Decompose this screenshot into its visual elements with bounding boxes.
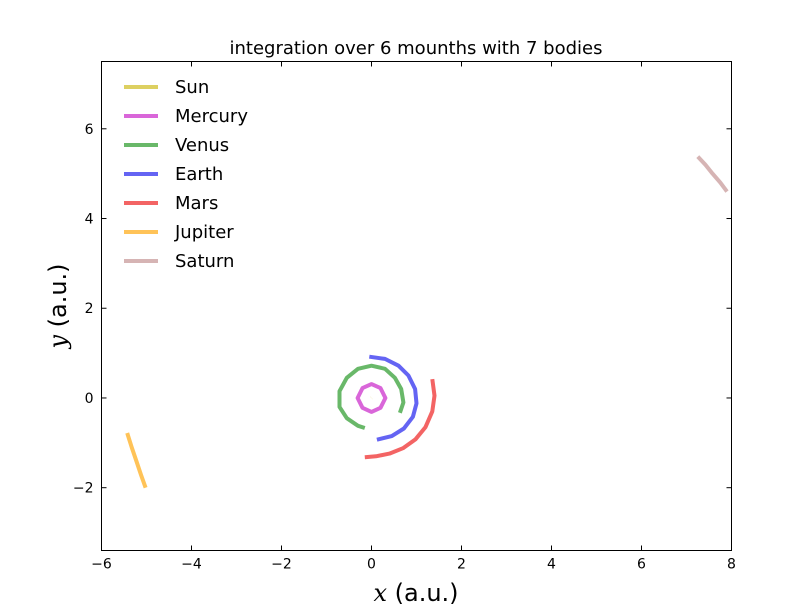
plot-frame xyxy=(101,61,732,551)
x-tick-label: 8 xyxy=(727,557,736,573)
y-axis-label-unit: (a.u.) xyxy=(44,263,72,335)
y-tick-label: 4 xyxy=(85,212,94,228)
y-tick-label: −2 xyxy=(73,481,94,497)
x-axis-label: x (a.u.) xyxy=(373,579,458,607)
x-tick-label: 6 xyxy=(637,557,646,573)
series-line-earth xyxy=(369,354,419,442)
legend: Sun Mercury Venus Earth Mars Jupiter Saturn xyxy=(124,77,248,272)
y-axis-label: y (a.u.) xyxy=(44,263,72,349)
chart-title: integration over 6 mounths with 7 bodies xyxy=(230,38,603,59)
y-tick-label: 2 xyxy=(85,301,94,317)
x-tick-label: 4 xyxy=(547,557,556,573)
series-line-mercury xyxy=(355,382,388,414)
series-line-venus xyxy=(337,363,406,430)
legend-label-jupiter: Jupiter xyxy=(174,222,234,243)
legend-label-earth: Earth xyxy=(175,164,223,185)
legend-label-saturn: Saturn xyxy=(175,251,234,272)
x-tick-label: −2 xyxy=(271,557,292,573)
legend-label-sun: Sun xyxy=(175,77,209,98)
series-line-mars xyxy=(364,378,437,460)
axis-ticks: −6 −4 −2 0 2 4 6 8 −2 0 2 4 6 xyxy=(73,61,736,573)
y-axis-label-var: y xyxy=(44,335,72,350)
y-tick-label: 6 xyxy=(85,122,94,138)
legend-label-mercury: Mercury xyxy=(175,106,248,127)
y-tick-label: 0 xyxy=(85,391,94,407)
series-line-saturn xyxy=(696,155,729,193)
x-axis-label-var: x xyxy=(373,579,387,607)
x-tick-label: −4 xyxy=(181,557,202,573)
x-axis-label-unit: (a.u.) xyxy=(387,579,459,607)
x-tick-label: −6 xyxy=(91,557,112,573)
series-lines xyxy=(125,155,729,489)
x-tick-label: 0 xyxy=(367,557,376,573)
x-tick-label: 2 xyxy=(457,557,466,573)
legend-label-mars: Mars xyxy=(175,193,218,214)
series-line-jupiter xyxy=(125,432,148,489)
legend-label-venus: Venus xyxy=(175,135,229,156)
